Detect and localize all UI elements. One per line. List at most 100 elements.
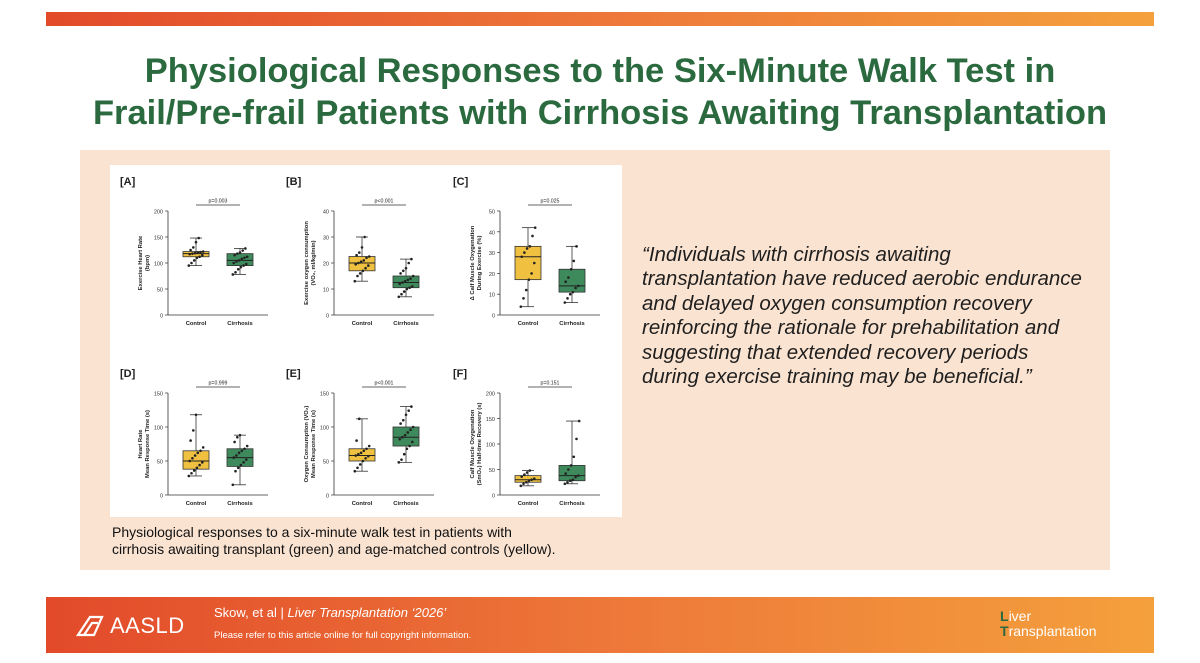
data-point bbox=[199, 449, 202, 453]
data-point bbox=[367, 264, 370, 267]
data-point bbox=[577, 284, 580, 288]
citation-journal: Liver Transplantation bbox=[287, 605, 408, 620]
data-point bbox=[195, 466, 199, 470]
data-point bbox=[563, 301, 567, 304]
y-tick-label: 40 bbox=[489, 230, 495, 236]
box-control bbox=[348, 448, 376, 462]
data-point bbox=[577, 419, 581, 423]
data-point bbox=[197, 236, 200, 240]
data-point bbox=[243, 256, 246, 260]
data-point bbox=[405, 447, 409, 451]
figure-caption: Physiological responses to a six-minute … bbox=[112, 524, 632, 558]
y-tick-label: 40 bbox=[323, 210, 329, 216]
data-point bbox=[354, 263, 357, 266]
data-point bbox=[356, 466, 359, 470]
data-point bbox=[353, 279, 357, 283]
data-point bbox=[523, 251, 526, 254]
data-point bbox=[411, 274, 415, 278]
panel-f: [F] 0 50 100 150 200 Calf Muscle Oxygenation (S… bbox=[453, 368, 600, 507]
data-point bbox=[233, 440, 236, 444]
data-point bbox=[236, 267, 240, 271]
data-point bbox=[201, 253, 204, 257]
panel-e: [E] 0 50 100 150 Oxygen Consumption (VO₂) Mean… bbox=[286, 368, 434, 507]
journal-logo-line-1: Liver bbox=[1000, 608, 1032, 624]
y-tick-label: 30 bbox=[323, 236, 329, 242]
y-tick-label: 50 bbox=[489, 210, 495, 216]
y-tick-label: 100 bbox=[486, 443, 495, 449]
data-point bbox=[365, 447, 368, 451]
data-point bbox=[566, 480, 569, 484]
data-point bbox=[410, 257, 413, 261]
data-point bbox=[195, 256, 199, 260]
y-axis-label: Mean Response Time (s) bbox=[145, 410, 151, 478]
data-point bbox=[191, 252, 194, 255]
data-point bbox=[531, 234, 534, 238]
data-point bbox=[362, 259, 366, 262]
panel-a: [A] 0 50 100 150 200 Exercise Heart Rate (bpm) C… bbox=[120, 176, 268, 327]
data-point bbox=[409, 277, 412, 280]
data-point bbox=[192, 429, 195, 432]
y-axis-label: (VO₂, ml/kg/min) bbox=[311, 240, 317, 285]
x-tick-label: Cirrhosis bbox=[559, 501, 584, 507]
data-point bbox=[522, 482, 525, 486]
box-control bbox=[514, 245, 542, 281]
data-point bbox=[245, 458, 248, 461]
data-point bbox=[237, 259, 241, 262]
data-point bbox=[411, 440, 414, 444]
citation-year: ‘2026’ bbox=[411, 605, 447, 620]
title-line-1: Physiological Responses to the Six-Minut… bbox=[144, 52, 1056, 90]
data-point bbox=[193, 251, 197, 255]
data-point bbox=[194, 240, 198, 244]
y-tick-label: 0 bbox=[326, 314, 329, 320]
journal-logo-line-2: Transplantation bbox=[1000, 623, 1097, 639]
data-point bbox=[245, 262, 248, 266]
data-point bbox=[242, 461, 245, 464]
data-point bbox=[364, 456, 367, 460]
data-point bbox=[522, 297, 525, 300]
data-point bbox=[236, 435, 239, 439]
y-axis-label: Δ Calf Muscle Oxygenation bbox=[470, 225, 476, 300]
y-axis-label: Heart Rate bbox=[138, 429, 144, 459]
data-point bbox=[533, 477, 536, 480]
data-point bbox=[530, 272, 533, 275]
footer-bar: AASLD Skow, et al | Liver Transplantatio… bbox=[46, 597, 1154, 653]
journal-logo[interactable]: Liver Transplantation bbox=[1000, 609, 1120, 639]
data-point bbox=[233, 253, 236, 257]
slide-title: Physiological Responses to the Six-Minut… bbox=[0, 50, 1200, 134]
figure-grid: [A] 0 50 100 150 200 Exercise Heart Rate (bpm) C… bbox=[110, 165, 622, 517]
data-point bbox=[240, 257, 244, 261]
data-point bbox=[402, 269, 405, 273]
data-point bbox=[404, 413, 408, 417]
box-control bbox=[514, 475, 542, 483]
data-point bbox=[358, 272, 362, 275]
p-value-label: p=0.025 bbox=[541, 199, 560, 205]
data-point bbox=[196, 251, 200, 254]
data-point bbox=[237, 451, 241, 455]
citation-authors: Skow, et al bbox=[214, 605, 277, 620]
y-tick-label: 0 bbox=[160, 494, 163, 500]
data-point bbox=[238, 251, 242, 254]
data-point bbox=[405, 287, 409, 291]
y-tick-label: 150 bbox=[486, 417, 495, 423]
x-tick-label: Control bbox=[186, 321, 207, 327]
data-point bbox=[361, 269, 365, 273]
y-tick-label: 0 bbox=[492, 494, 495, 500]
x-tick-label: Cirrhosis bbox=[393, 321, 418, 327]
aasld-logo-icon bbox=[76, 615, 104, 637]
caption-line-1: Physiological responses to a six-minute … bbox=[112, 524, 512, 540]
data-point bbox=[533, 226, 537, 229]
data-point bbox=[411, 425, 415, 429]
x-tick-label: Cirrhosis bbox=[227, 501, 252, 507]
data-point bbox=[574, 475, 577, 479]
top-accent-bar bbox=[46, 12, 1154, 26]
data-point bbox=[519, 484, 523, 488]
data-point bbox=[244, 247, 247, 250]
panel-label: [F] bbox=[453, 368, 467, 380]
aasld-logo[interactable]: AASLD bbox=[76, 613, 185, 639]
y-axis-label: Calf Muscle Oxygenation bbox=[470, 409, 476, 478]
data-point bbox=[399, 272, 402, 275]
title-line-2: Frail/Pre-frail Patients with Cirrhosis … bbox=[92, 94, 1108, 132]
data-point bbox=[569, 464, 573, 467]
y-axis-label: Exercise oxygen consumption bbox=[304, 221, 310, 305]
data-point bbox=[245, 255, 249, 259]
